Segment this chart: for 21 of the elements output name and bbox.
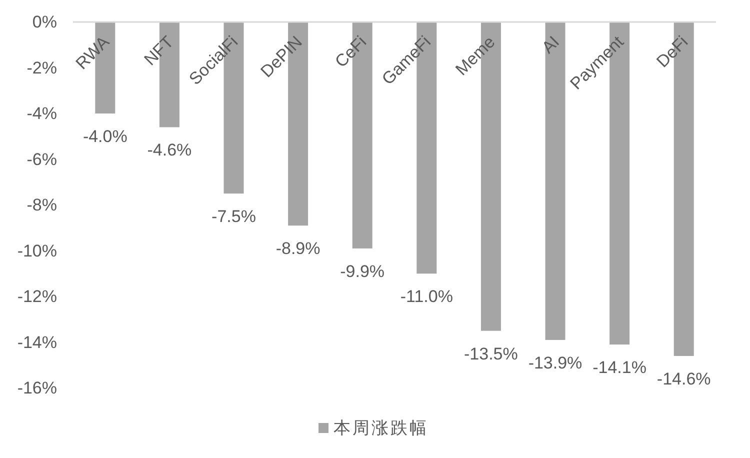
data-label: -9.9% bbox=[340, 262, 385, 281]
y-tick-label: -16% bbox=[17, 378, 57, 398]
data-label: -11.0% bbox=[400, 287, 453, 306]
y-tick-label: -6% bbox=[26, 150, 57, 169]
legend: 本周涨跌幅 bbox=[318, 418, 428, 438]
data-label: -14.6% bbox=[656, 369, 711, 388]
y-tick-label: -4% bbox=[26, 104, 57, 123]
y-tick-label: -2% bbox=[26, 58, 57, 78]
x-tick-label: AI bbox=[538, 32, 564, 58]
data-label: -14.1% bbox=[592, 358, 646, 378]
y-tick-label: -8% bbox=[26, 196, 57, 214]
data-label: -13.9% bbox=[528, 353, 582, 372]
y-tick-label: -10% bbox=[17, 241, 57, 260]
data-label: -8.9% bbox=[276, 239, 320, 258]
y-tick-label: 0% bbox=[32, 12, 57, 32]
data-label: -13.5% bbox=[464, 344, 518, 364]
y-tick-label: -14% bbox=[17, 332, 57, 352]
data-label: -7.5% bbox=[212, 207, 256, 226]
data-label: -4.0% bbox=[82, 127, 128, 146]
data-label: -4.6% bbox=[147, 140, 192, 160]
y-tick-label: -12% bbox=[17, 287, 57, 306]
